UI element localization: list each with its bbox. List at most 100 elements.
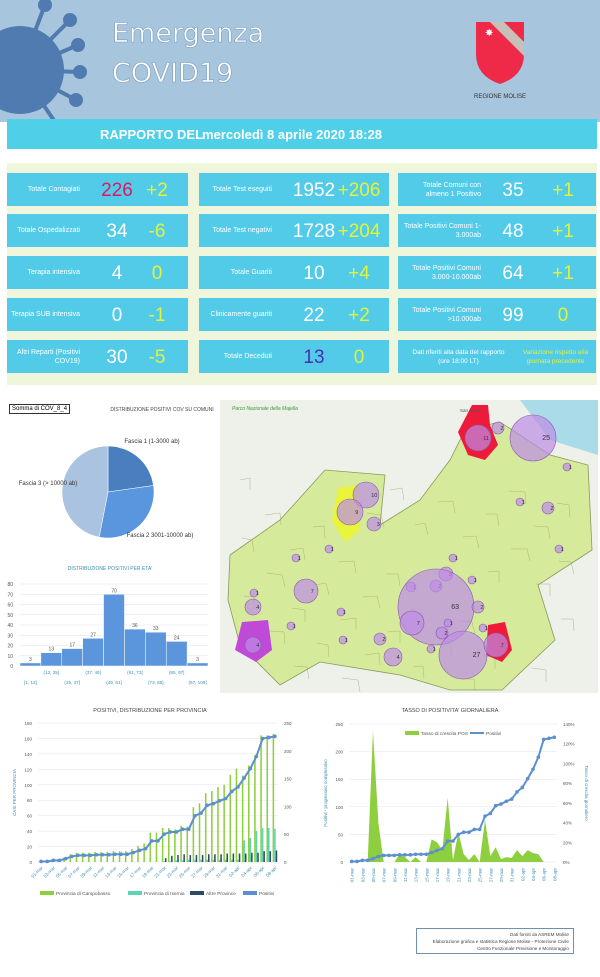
positivi-point [525, 776, 530, 781]
positivi-point [63, 856, 68, 861]
bar-campobasso [94, 851, 96, 862]
case-count-label: 1 [450, 621, 453, 627]
x-tick-label: 07-mar [67, 865, 81, 879]
positivi-point [125, 852, 130, 857]
stat-card: Totale Positivi Comuni 3.000-10.000ab 64… [398, 256, 596, 289]
stat-delta: -6 [148, 221, 166, 242]
x-tick-label: (25, 37] [64, 680, 80, 685]
histogram-bar [186, 662, 209, 667]
stat-value: 30 [106, 347, 128, 368]
case-marker [324, 544, 334, 554]
bar-campobasso [241, 775, 244, 862]
y-tick-label: 50 [7, 613, 13, 619]
y-tick-label: 60 [7, 603, 13, 609]
case-marker [336, 498, 364, 526]
x-tick-label: (61, 73] [127, 670, 143, 675]
bar-altre [232, 853, 235, 862]
positivi-point [483, 814, 487, 818]
x-tick-label: 31-mar [510, 868, 515, 883]
positivi-point [552, 735, 557, 740]
case-count-label: 11 [483, 436, 489, 442]
y-tick-label: 50 [338, 832, 344, 837]
positivi-point [193, 814, 197, 818]
case-count-label: 1 [293, 624, 296, 630]
legend-swatch [470, 732, 484, 734]
case-count-label: 1 [331, 547, 334, 553]
bar-isernia [188, 859, 190, 862]
positivi-point [456, 832, 461, 837]
stat-label: Totale Deceduti [223, 353, 272, 360]
x-tick-label: 05-mar [371, 868, 376, 883]
bar-campobasso [180, 825, 182, 862]
x-tick-label: (13, 25] [44, 670, 60, 675]
bar-isernia [218, 859, 221, 862]
y-axis-label: CASI PER PROVINCIA [12, 769, 17, 816]
histogram-bar [61, 648, 83, 667]
positivi-point [106, 852, 111, 857]
bar-campobasso [118, 851, 121, 862]
bar-altre [201, 855, 204, 862]
bar-isernia [206, 859, 208, 862]
y-tick-label: 200 [335, 750, 343, 755]
case-marker [286, 621, 296, 631]
positivi-point [113, 852, 117, 857]
stat-label: Totale Test eseguiti [212, 186, 272, 193]
positivi-point [504, 799, 509, 804]
stat-delta: 0 [353, 347, 365, 368]
y-tick-label: 20 [7, 644, 13, 650]
positivi-point [536, 755, 541, 759]
case-count-label: 1 [455, 556, 458, 562]
stat-value: 226 [101, 180, 133, 201]
x-tick-label: 13-mar [104, 865, 118, 879]
bar-isernia [237, 859, 239, 862]
stat-label: Totale Comuni con almeno 1 Positivo [423, 181, 481, 198]
bar-isernia [163, 861, 165, 862]
positivi-point [493, 803, 498, 808]
y-tick-label: 60 [27, 814, 33, 819]
positivi-point [94, 852, 99, 857]
municipal-border [366, 512, 385, 528]
y-tick-label: 120 [24, 767, 32, 772]
legend-swatch [128, 891, 142, 895]
bar-campobasso [229, 774, 232, 862]
positivi-point [435, 848, 439, 853]
municipal-border [508, 490, 527, 505]
bar-altre [220, 854, 222, 862]
x-tick-label: (73, 85] [148, 680, 164, 685]
municipal-border [462, 535, 480, 549]
pie-label: Fascia 2 3001-10000 ab) [127, 533, 194, 539]
positivi-point [137, 848, 142, 853]
histogram-bar [103, 594, 125, 667]
bar-altre [275, 850, 278, 862]
y2-tick-label: 100 [284, 804, 292, 809]
x-tick-label: 06-apr [542, 868, 547, 882]
case-marker [467, 575, 477, 585]
x-tick-label: 03-mar [360, 868, 365, 883]
report-bar: RAPPORTO DEL mercoledì 8 aprile 2020 18:… [7, 119, 597, 149]
positivi-point [424, 852, 429, 857]
y2-tick-label: 120% [563, 742, 575, 747]
histogram-bar [82, 638, 104, 667]
bar-value-label: 17 [69, 643, 75, 649]
x-tick-label: 25-mar [178, 865, 192, 879]
bar-isernia [224, 859, 227, 862]
positivi-point [355, 859, 359, 864]
bar-isernia [243, 840, 245, 862]
x-tick-label: 08-apr [552, 868, 557, 882]
stat-label: Altri Reparti (Positivi COV19) [16, 348, 80, 365]
map[interactable]: Parco Nazionale della Majella San Salvo11… [220, 400, 598, 693]
bar-campobasso [192, 807, 195, 862]
case-count-label: 1 [561, 547, 564, 553]
case-marker [244, 636, 262, 654]
positivi-point [51, 858, 56, 863]
x-tick-label: [1, 13] [24, 680, 37, 685]
pivot-label: Somma di COV_8_4 [9, 404, 71, 414]
y-tick-label: 100 [24, 783, 32, 788]
positivi-point [349, 859, 354, 864]
bar-campobasso [131, 848, 133, 862]
case-marker [338, 635, 348, 645]
bar-isernia [200, 859, 202, 862]
case-count-label: 2 [444, 631, 447, 637]
stat-value: 34 [106, 221, 128, 242]
positivi-point [180, 827, 185, 831]
